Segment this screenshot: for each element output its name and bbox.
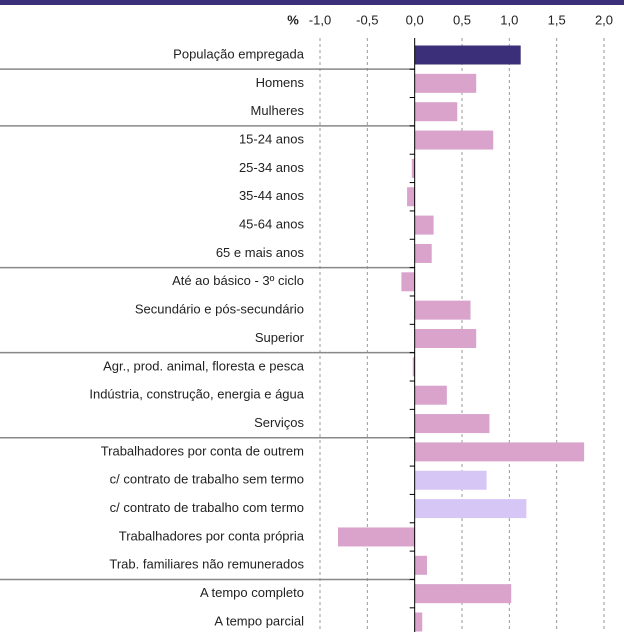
category-label: 25-34 anos xyxy=(239,160,305,175)
bar xyxy=(412,357,415,377)
bar xyxy=(414,385,447,405)
category-label: Trab. familiares não remunerados xyxy=(109,557,304,572)
bar xyxy=(414,215,434,235)
bar xyxy=(414,45,521,65)
category-label: Serviços xyxy=(254,415,304,430)
x-tick-label: 2,0 xyxy=(595,12,613,27)
bar xyxy=(414,243,432,263)
x-axis-label: % xyxy=(287,12,299,27)
category-label: Até ao básico - 3º ciclo xyxy=(172,273,304,288)
bar xyxy=(414,329,477,348)
bar xyxy=(414,130,494,150)
category-label: Secundário e pós-secundário xyxy=(135,302,304,317)
bar xyxy=(414,470,487,490)
bar xyxy=(414,102,458,122)
category-label: Superior xyxy=(255,330,305,345)
category-label: 65 e mais anos xyxy=(216,245,305,260)
x-tick-label: 0,5 xyxy=(453,12,471,27)
category-label: c/ contrato de trabalho com termo xyxy=(110,500,304,515)
bar xyxy=(337,527,415,547)
bar xyxy=(414,499,527,519)
bar xyxy=(411,158,415,178)
category-label: Homens xyxy=(256,75,305,90)
x-tick-label: 1,0 xyxy=(500,12,518,27)
x-tick-label: -1,0 xyxy=(309,12,331,27)
bar xyxy=(414,442,585,462)
bar xyxy=(414,300,471,320)
category-label: Indústria, construção, energia e água xyxy=(89,387,304,402)
top-band xyxy=(0,0,624,5)
category-label: Agr., prod. animal, floresta e pesca xyxy=(103,358,305,373)
bar xyxy=(414,555,427,575)
x-tick-label: 1,5 xyxy=(548,12,566,27)
bar xyxy=(414,612,423,632)
bar xyxy=(414,584,512,604)
category-label: Mulheres xyxy=(251,103,305,118)
category-label: Trabalhadores por conta própria xyxy=(119,528,305,543)
category-label: Trabalhadores por conta de outrem xyxy=(101,443,304,458)
bar xyxy=(407,187,415,207)
category-label: População empregada xyxy=(173,46,305,61)
category-label: A tempo parcial xyxy=(214,613,304,628)
category-label: 35-44 anos xyxy=(239,188,305,203)
x-tick-label: 0,0 xyxy=(406,12,424,27)
category-label: c/ contrato de trabalho sem termo xyxy=(110,472,304,487)
bar xyxy=(414,414,490,434)
bar xyxy=(401,272,415,292)
x-tick-label: -0,5 xyxy=(356,12,378,27)
category-label: 45-64 anos xyxy=(239,217,305,232)
category-label: 15-24 anos xyxy=(239,131,305,146)
bar xyxy=(414,73,477,93)
category-label: A tempo completo xyxy=(200,585,304,600)
